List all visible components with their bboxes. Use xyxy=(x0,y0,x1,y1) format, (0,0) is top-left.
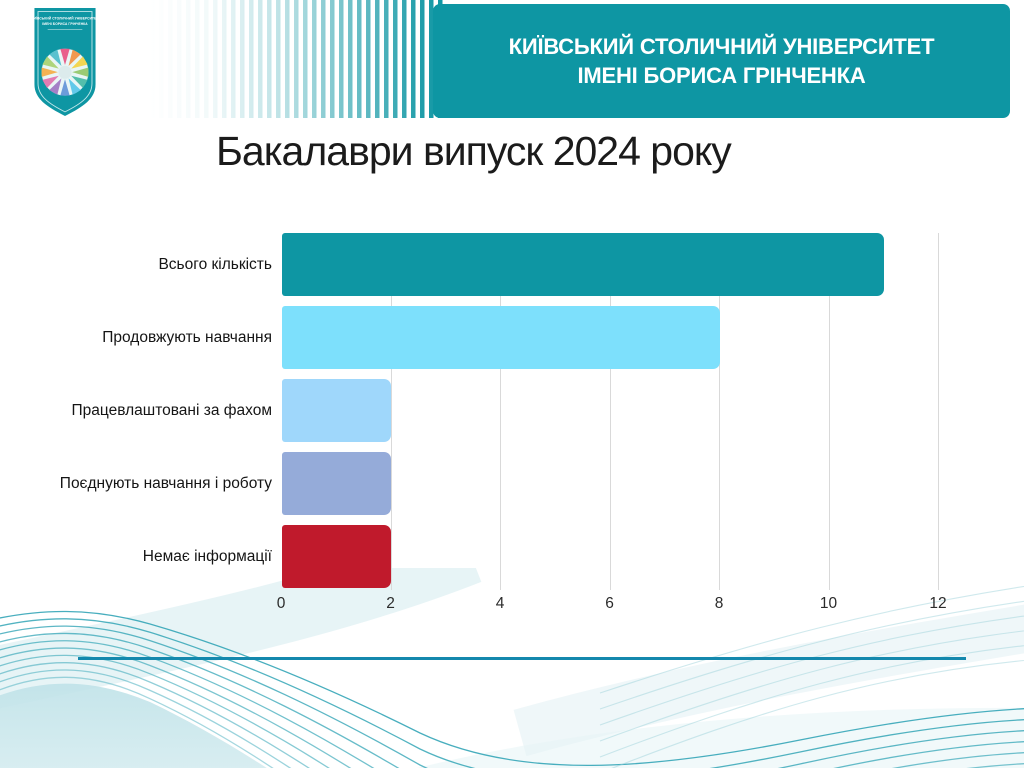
wave-line xyxy=(0,632,1024,768)
x-axis-tick-label: 2 xyxy=(386,595,395,612)
bar-1 xyxy=(281,233,884,296)
gridline xyxy=(719,233,720,590)
wave-line xyxy=(513,604,1024,757)
wave-line xyxy=(599,645,1024,758)
wave-line xyxy=(0,610,1024,767)
wave-line xyxy=(0,662,310,768)
logo-star-ray xyxy=(60,48,70,66)
wave-line xyxy=(599,630,1024,742)
x-axis-tick-label: 0 xyxy=(276,595,286,612)
university-name-line1: КИЇВСЬКИЙ СТОЛИЧНИЙ УНІВЕРСИТЕТ xyxy=(508,33,935,59)
wave-fill xyxy=(0,683,267,768)
page-title: Бакалаври випуск 2024 року xyxy=(216,128,732,174)
x-axis-tick-label: 8 xyxy=(714,595,724,612)
wave-line xyxy=(599,585,1024,694)
wave-line xyxy=(0,669,292,768)
logo-star-ray xyxy=(68,49,81,67)
logo-star-ray xyxy=(41,67,58,77)
wave-line xyxy=(0,625,1024,768)
category-label: Всього кількість xyxy=(158,255,272,273)
logo-star-ray xyxy=(60,79,70,96)
svg-text:КИЇВСЬКИЙ СТОЛИЧНИЙ УНІВЕРСИТЕ: КИЇВСЬКИЙ СТОЛИЧНИЙ УНІВЕРСИТЕТ xyxy=(32,17,98,21)
logo-star-ray xyxy=(49,49,62,67)
gridline xyxy=(828,233,830,590)
wave-line xyxy=(0,640,1024,768)
x-axis-tick-label: 10 xyxy=(819,595,838,612)
header-university-banner: КИЇВСЬКИЙ СТОЛИЧНИЙ УНІВЕРСИТЕТ ІМЕНІ БО… xyxy=(433,4,1010,118)
category-label: Поєднують навчання і роботу xyxy=(59,474,272,492)
wave-line xyxy=(599,615,1024,726)
x-axis-tick-label: 4 xyxy=(495,595,505,612)
logo-star-ray xyxy=(71,75,88,88)
gridline xyxy=(390,233,392,590)
logo-star-ray xyxy=(68,78,81,95)
divider-rule xyxy=(78,657,966,660)
wave-line xyxy=(0,654,330,768)
university-name-line2: ІМЕНІ БОРИСА ГРІНЧЕНКА xyxy=(577,63,866,88)
wave-line xyxy=(611,659,1024,768)
category-label: Працевлаштовані за фахом xyxy=(71,401,272,419)
bar-5 xyxy=(281,525,391,588)
wave-decoration xyxy=(0,568,1024,768)
gridline xyxy=(938,233,939,590)
category-label: Немає інформації xyxy=(142,547,272,565)
logo-star-ray xyxy=(42,56,59,69)
logo-star-ray xyxy=(49,78,62,95)
gridline xyxy=(609,233,611,590)
x-axis-tick-label: 6 xyxy=(605,595,614,612)
university-logo-icon: КИЇВСЬКИЙ СТОЛИЧНИЙ УНІВЕРСИТЕТ ІМЕНІ БО… xyxy=(32,8,98,116)
bar-2 xyxy=(281,306,720,369)
header-stripe-pattern xyxy=(150,0,445,118)
bar-4 xyxy=(281,452,391,515)
logo-star-ray xyxy=(71,56,88,69)
wave-line xyxy=(599,600,1024,710)
wave-line xyxy=(0,676,274,768)
wave-line xyxy=(0,568,482,709)
logo-star-ray xyxy=(72,67,89,77)
wave-line xyxy=(0,618,1024,768)
logo-star-ray xyxy=(42,75,59,88)
svg-text:ІМЕНІ БОРИСА ГРІНЧЕНКА: ІМЕНІ БОРИСА ГРІНЧЕНКА xyxy=(42,22,88,26)
category-label: Продовжують навчання xyxy=(102,328,272,346)
x-axis-tick-label: 12 xyxy=(929,595,947,612)
bar-3 xyxy=(281,379,391,442)
gridline xyxy=(500,233,501,590)
wave-line xyxy=(417,707,1024,768)
